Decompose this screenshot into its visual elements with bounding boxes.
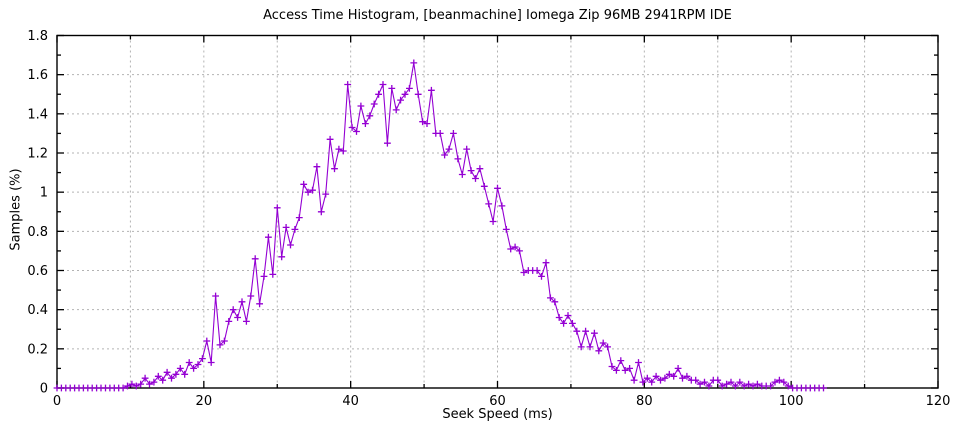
- y-tick-label: 1.4: [27, 107, 48, 122]
- x-tick-label: 60: [489, 394, 506, 409]
- x-tick-label: 0: [53, 394, 61, 409]
- y-tick-label: 1.6: [27, 68, 48, 83]
- x-axis-label: Seek Speed (ms): [442, 407, 553, 422]
- x-tick-label: 120: [926, 394, 951, 409]
- chart-title: Access Time Histogram, [beanmachine] Iom…: [263, 8, 732, 23]
- x-tick-label: 20: [196, 394, 213, 409]
- data-point-markers: [53, 59, 827, 392]
- y-tick-label: 1.2: [27, 147, 48, 162]
- x-tick-label: 40: [342, 394, 359, 409]
- y-tick-label: 1: [40, 186, 48, 201]
- x-tick-label: 100: [779, 394, 804, 409]
- x-tick-label: 80: [636, 394, 653, 409]
- y-tick-label: 0.8: [27, 225, 48, 240]
- y-tick-label: 0.2: [27, 342, 48, 357]
- y-tick-label: 0: [40, 382, 48, 397]
- y-tick-label: 0.6: [27, 264, 48, 279]
- y-tick-label: 0.4: [27, 303, 48, 318]
- data-line: [57, 62, 824, 389]
- y-tick-label: 1.8: [27, 29, 48, 44]
